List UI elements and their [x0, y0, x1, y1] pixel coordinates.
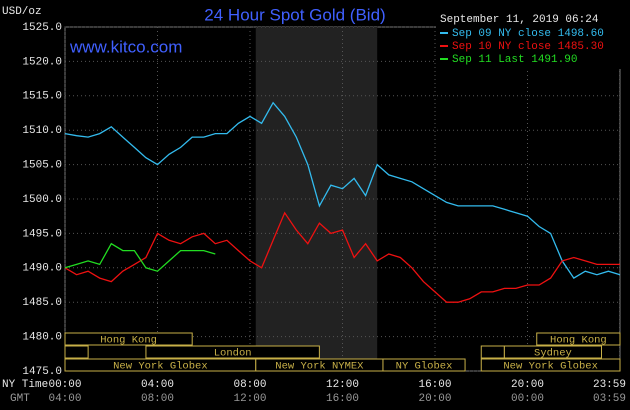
session-box: [480, 358, 621, 372]
x2-tick-label: 08:00: [141, 393, 174, 405]
x-row-label: NY Time: [2, 379, 48, 391]
legend-box: [436, 11, 626, 69]
session-label: London: [214, 347, 252, 359]
y-tick-label: 1480.0: [22, 332, 62, 344]
session-box: [64, 332, 193, 346]
session-box: [536, 332, 621, 346]
chart-title: 24 Hour Spot Gold (Bid): [204, 5, 385, 24]
x2-tick-label: 16:00: [326, 393, 359, 405]
plot-area: [64, 26, 621, 372]
x-tick-label: 04:00: [141, 379, 174, 391]
x2-tick-label: 04:00: [48, 393, 81, 405]
y-tick-label: 1510.0: [22, 125, 62, 137]
x-tick-label: 00:00: [48, 379, 81, 391]
session-box: [382, 358, 466, 372]
series-line: [64, 101, 621, 279]
legend-label: Sep 09 NY close 1498.60: [452, 28, 604, 40]
y-tick-label: 1505.0: [22, 160, 62, 172]
x2-tick-label: 20:00: [418, 393, 451, 405]
y-tick-label: 1495.0: [22, 228, 62, 240]
session-label: New York Globex: [503, 360, 598, 372]
legend-label: Sep 11 Last 1491.90: [452, 54, 577, 66]
x-tick-label: 16:00: [418, 379, 451, 391]
y-tick-label: 1525.0: [22, 22, 62, 34]
y-tick-label: 1515.0: [22, 91, 62, 103]
session-label: New York NYMEX: [275, 360, 364, 372]
legend-label: Sep 10 NY close 1485.30: [452, 41, 604, 53]
session-box: [480, 345, 505, 359]
session-box: [64, 345, 89, 359]
session-label: New York Globex: [113, 360, 208, 372]
session-label: NY Globex: [396, 360, 453, 372]
y-tick-label: 1475.0: [22, 366, 62, 378]
x-tick-label: 23:59: [593, 379, 626, 391]
x2-tick-label: 00:00: [511, 393, 544, 405]
subtitle: www.kitco.com: [69, 37, 182, 56]
series-line: [64, 242, 216, 272]
timestamp: September 11, 2019 06:24: [440, 14, 599, 26]
session-label: Hong Kong: [100, 334, 157, 346]
x-tick-label: 08:00: [233, 379, 266, 391]
session-label: Sydney: [534, 347, 572, 359]
y-tick-label: 1485.0: [22, 297, 62, 309]
y-tick-label: 1500.0: [22, 194, 62, 206]
y-tick-label: 1490.0: [22, 263, 62, 275]
x2-tick-label: 12:00: [233, 393, 266, 405]
y-axis-label: USD/oz: [2, 6, 42, 18]
session-box: [145, 345, 320, 359]
x-tick-label: 20:00: [511, 379, 544, 391]
session-label: Hong Kong: [550, 334, 607, 346]
shaded-region: [255, 27, 378, 371]
x2-tick-label: 03:59: [593, 393, 626, 405]
session-box: [503, 345, 602, 359]
series-line: [64, 211, 620, 303]
x-tick-label: 12:00: [326, 379, 359, 391]
y-tick-label: 1520.0: [22, 56, 62, 68]
x2-row-label: GMT: [10, 393, 30, 405]
